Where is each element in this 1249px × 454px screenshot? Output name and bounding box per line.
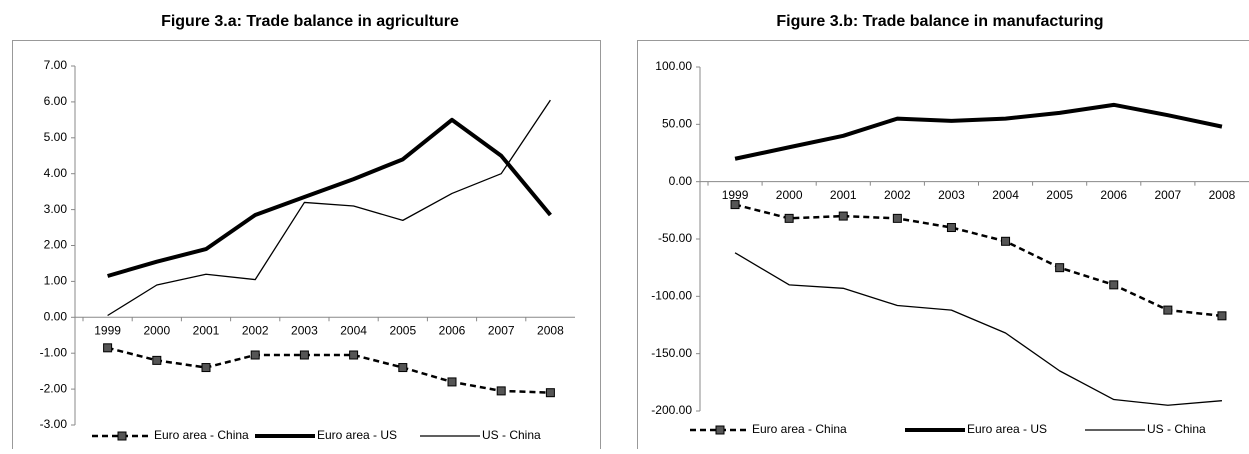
y-tick-label: 3.00 <box>44 202 68 216</box>
x-tick-label: 2008 <box>537 323 564 337</box>
y-tick-label: -100.00 <box>651 289 692 303</box>
series-line <box>735 105 1222 159</box>
marker <box>399 364 407 372</box>
x-tick-label: 2003 <box>938 188 965 202</box>
marker <box>1002 237 1010 245</box>
marker <box>1164 306 1172 314</box>
y-tick-label: 5.00 <box>44 130 68 144</box>
marker <box>947 224 955 232</box>
marker <box>1056 264 1064 272</box>
y-tick-label: -2.00 <box>40 381 68 395</box>
marker <box>785 214 793 222</box>
legend-label: Euro area - China <box>752 422 847 436</box>
legend-marker <box>716 426 724 434</box>
x-tick-label: 2004 <box>340 323 367 337</box>
legend-label: Euro area - China <box>154 428 249 442</box>
chart-frame <box>13 41 601 450</box>
y-tick-label: -50.00 <box>658 231 692 245</box>
y-tick-label: -3.00 <box>40 417 68 431</box>
x-tick-label: 1999 <box>94 323 121 337</box>
marker <box>300 351 308 359</box>
chart-frame <box>638 41 1249 450</box>
legend-label: US - China <box>1147 422 1206 436</box>
marker <box>202 364 210 372</box>
legend-label: Euro area - US <box>967 422 1047 436</box>
marker <box>497 387 505 395</box>
series-line <box>735 253 1222 406</box>
series-line <box>108 348 551 393</box>
y-tick-label: 100.00 <box>655 59 692 73</box>
series-line <box>108 120 551 276</box>
x-tick-label: 2002 <box>884 188 911 202</box>
marker <box>839 212 847 220</box>
marker <box>251 351 259 359</box>
legend-marker <box>118 432 126 440</box>
marker <box>104 344 112 352</box>
x-tick-label: 2008 <box>1209 188 1236 202</box>
y-tick-label: 0.00 <box>669 174 693 188</box>
x-tick-label: 2002 <box>242 323 269 337</box>
marker <box>1110 281 1118 289</box>
x-tick-label: 2006 <box>439 323 466 337</box>
x-tick-label: 2006 <box>1100 188 1127 202</box>
y-tick-label: 0.00 <box>44 309 68 323</box>
marker <box>153 356 161 364</box>
y-tick-label: -150.00 <box>651 346 692 360</box>
series-line <box>735 205 1222 316</box>
x-tick-label: 1999 <box>722 188 749 202</box>
x-tick-label: 2004 <box>992 188 1019 202</box>
y-tick-label: 1.00 <box>44 274 68 288</box>
y-tick-label: 4.00 <box>44 166 68 180</box>
chart-title: Figure 3.a: Trade balance in agriculture <box>161 13 459 30</box>
y-tick-label: -200.00 <box>651 403 692 417</box>
x-tick-label: 2000 <box>776 188 803 202</box>
marker <box>893 214 901 222</box>
marker <box>448 378 456 386</box>
legend-label: Euro area - US <box>317 428 397 442</box>
x-tick-label: 2007 <box>488 323 515 337</box>
y-tick-label: 6.00 <box>44 94 68 108</box>
x-tick-label: 2007 <box>1154 188 1181 202</box>
series-line <box>108 100 551 315</box>
chart-title: Figure 3.b: Trade balance in manufacturi… <box>776 13 1103 30</box>
y-tick-label: 2.00 <box>44 238 68 252</box>
x-tick-label: 2005 <box>1046 188 1073 202</box>
x-tick-label: 2000 <box>143 323 170 337</box>
marker <box>1218 312 1226 320</box>
y-tick-label: -1.00 <box>40 345 68 359</box>
legend-label: US - China <box>482 428 541 442</box>
x-tick-label: 2005 <box>389 323 416 337</box>
x-tick-label: 2003 <box>291 323 318 337</box>
y-tick-label: 50.00 <box>662 117 692 131</box>
x-tick-label: 2001 <box>830 188 857 202</box>
y-tick-label: 7.00 <box>44 58 68 72</box>
x-tick-label: 2001 <box>193 323 220 337</box>
marker <box>350 351 358 359</box>
marker <box>731 201 739 209</box>
marker <box>546 389 554 397</box>
